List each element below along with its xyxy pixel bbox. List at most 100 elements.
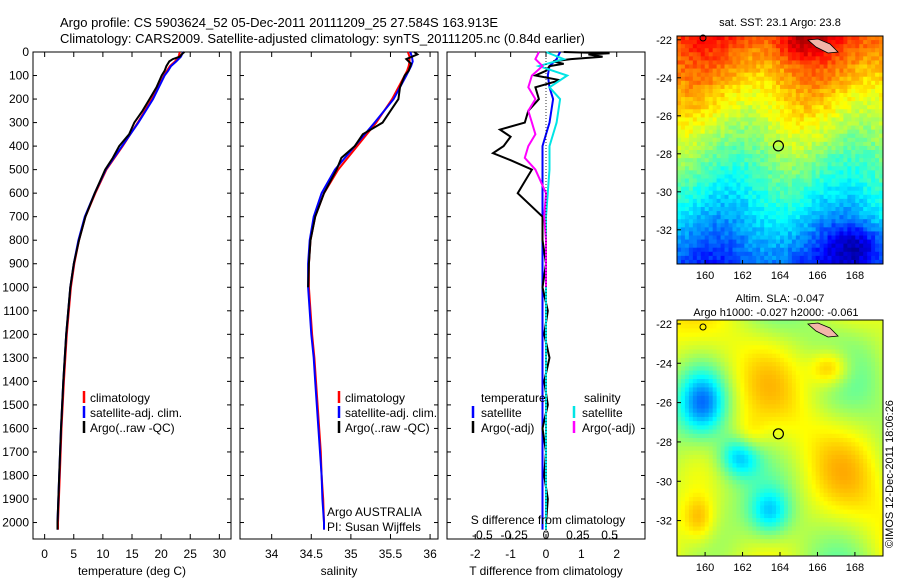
heatmap-cell — [839, 219, 844, 224]
heatmap-cell — [791, 416, 797, 422]
heatmap-cell — [716, 231, 721, 236]
heatmap-cell — [680, 324, 686, 329]
heatmap-cell — [783, 198, 789, 204]
heatmap-cell — [835, 141, 840, 147]
heatmap-cell — [811, 336, 817, 342]
heatmap-cell — [744, 101, 749, 106]
heatmap-cell — [692, 207, 698, 212]
heatmap-cell — [688, 332, 694, 338]
heatmap-cell — [680, 400, 686, 405]
heatmap-cell — [815, 450, 821, 456]
heatmap-cell — [795, 450, 801, 456]
heatmap-cell — [807, 223, 813, 228]
heatmap-cell — [819, 459, 824, 464]
heatmap-cell — [839, 137, 844, 143]
heatmap-cell — [736, 328, 741, 334]
heatmap-cell — [811, 109, 817, 114]
heatmap-cell — [807, 454, 813, 460]
heatmap-cell — [696, 235, 702, 240]
heatmap-cell — [744, 36, 749, 41]
heatmap-cell — [819, 395, 824, 401]
heatmap-cell — [692, 400, 698, 405]
heatmap-cell — [823, 97, 828, 102]
heatmap-cell — [744, 332, 749, 338]
heatmap-cell — [847, 383, 852, 388]
heatmap-cell — [716, 395, 721, 401]
heatmap-cell — [696, 231, 702, 236]
heatmap-cell — [748, 251, 753, 257]
heatmap-cell — [787, 446, 793, 452]
heatmap-cell — [807, 84, 813, 90]
heatmap-cell — [680, 374, 686, 380]
heatmap-cell — [760, 438, 765, 443]
heatmap-cell — [760, 198, 765, 204]
heatmap-cell — [780, 60, 785, 65]
heatmap-cell — [708, 198, 714, 204]
heatmap-cell — [772, 88, 777, 94]
heatmap-cell — [724, 137, 729, 143]
heatmap-cell — [803, 433, 809, 439]
heatmap-cell — [795, 345, 801, 350]
heatmap-cell — [724, 328, 729, 334]
heatmap-cell — [716, 450, 721, 456]
heatmap-cell — [736, 80, 741, 86]
heatmap-cell — [752, 202, 757, 208]
heatmap-cell — [807, 459, 813, 464]
heatmap-cell — [684, 239, 690, 245]
heatmap-cell — [847, 328, 852, 334]
heatmap-cell — [768, 198, 773, 204]
heatmap-cell — [684, 227, 690, 232]
heatmap-cell — [867, 383, 872, 388]
heatmap-cell — [700, 362, 706, 367]
heatmap-cell — [787, 349, 793, 355]
heatmap-cell — [696, 247, 702, 253]
heatmap-cell — [867, 320, 872, 325]
heatmap-cell — [744, 235, 749, 240]
heatmap-cell — [839, 328, 844, 334]
heatmap-cell — [827, 446, 832, 452]
heatmap-cell — [732, 105, 737, 110]
heatmap-cell — [776, 76, 781, 82]
heatmap-cell — [807, 255, 813, 261]
heatmap-cell — [843, 182, 848, 188]
heatmap-cell — [684, 64, 690, 69]
heatmap-cell — [803, 383, 809, 388]
heatmap-cell — [772, 40, 777, 45]
heatmap-cell — [744, 357, 749, 363]
heatmap-cell — [752, 178, 757, 183]
heatmap-cell — [696, 379, 702, 384]
heatmap-cell — [728, 454, 733, 460]
heatmap-cell — [748, 454, 753, 460]
heatmap-cell — [748, 259, 753, 265]
heatmap-cell — [839, 251, 844, 257]
heatmap-cell — [807, 341, 813, 346]
heatmap-cell — [835, 36, 840, 41]
heatmap-cell — [760, 259, 765, 265]
heatmap-cell — [760, 36, 765, 41]
heatmap-cell — [843, 357, 848, 363]
heatmap-cell — [696, 198, 702, 204]
heatmap-cell — [752, 64, 757, 69]
heatmap-cell — [867, 255, 872, 261]
heatmap-cell — [764, 52, 769, 57]
heatmap-cell — [803, 366, 809, 371]
heatmap-cell — [807, 198, 813, 204]
heatmap-cell — [700, 93, 706, 98]
heatmap-cell — [799, 60, 805, 65]
heatmap-cell — [684, 93, 690, 98]
heatmap-cell — [835, 255, 840, 261]
heatmap-cell — [863, 202, 868, 208]
heatmap-cell — [871, 459, 876, 464]
heatmap-cell — [783, 145, 789, 151]
heatmap-cell — [716, 429, 721, 435]
heatmap-cell — [756, 129, 761, 135]
heatmap-cell — [795, 150, 801, 155]
heatmap-cell — [843, 150, 848, 155]
heatmap-cell — [744, 425, 749, 430]
heatmap-cell — [764, 158, 769, 163]
heatmap-cell — [875, 429, 880, 435]
heatmap-cell — [783, 341, 789, 346]
heatmap-cell — [740, 105, 745, 110]
heatmap-cell — [835, 362, 840, 367]
heatmap-cell — [787, 353, 793, 359]
